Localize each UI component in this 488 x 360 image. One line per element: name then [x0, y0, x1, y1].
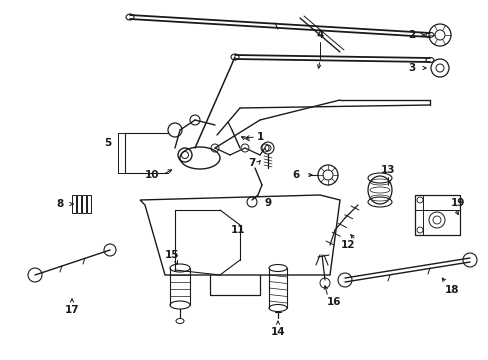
Text: 11: 11	[230, 225, 245, 235]
Text: 4: 4	[316, 30, 323, 40]
Text: 3: 3	[407, 63, 415, 73]
Text: 6: 6	[292, 170, 299, 180]
Text: 1: 1	[256, 132, 263, 142]
Text: 17: 17	[64, 305, 79, 315]
Text: 19: 19	[450, 198, 464, 208]
Bar	[72, 195, 76, 213]
Text: 9: 9	[264, 198, 271, 208]
Bar	[87, 195, 91, 213]
Text: 13: 13	[380, 165, 394, 175]
Text: 18: 18	[444, 285, 458, 295]
Bar	[82, 195, 86, 213]
Text: 2: 2	[407, 30, 415, 40]
Text: 5: 5	[104, 138, 111, 148]
Text: 16: 16	[326, 297, 341, 307]
Bar	[414, 195, 459, 235]
Text: 15: 15	[164, 250, 179, 260]
Text: 14: 14	[270, 327, 285, 337]
Text: 8: 8	[56, 199, 63, 209]
Text: 7: 7	[248, 158, 255, 168]
Text: 12: 12	[340, 240, 354, 250]
Text: 10: 10	[144, 170, 159, 180]
Bar	[77, 195, 81, 213]
